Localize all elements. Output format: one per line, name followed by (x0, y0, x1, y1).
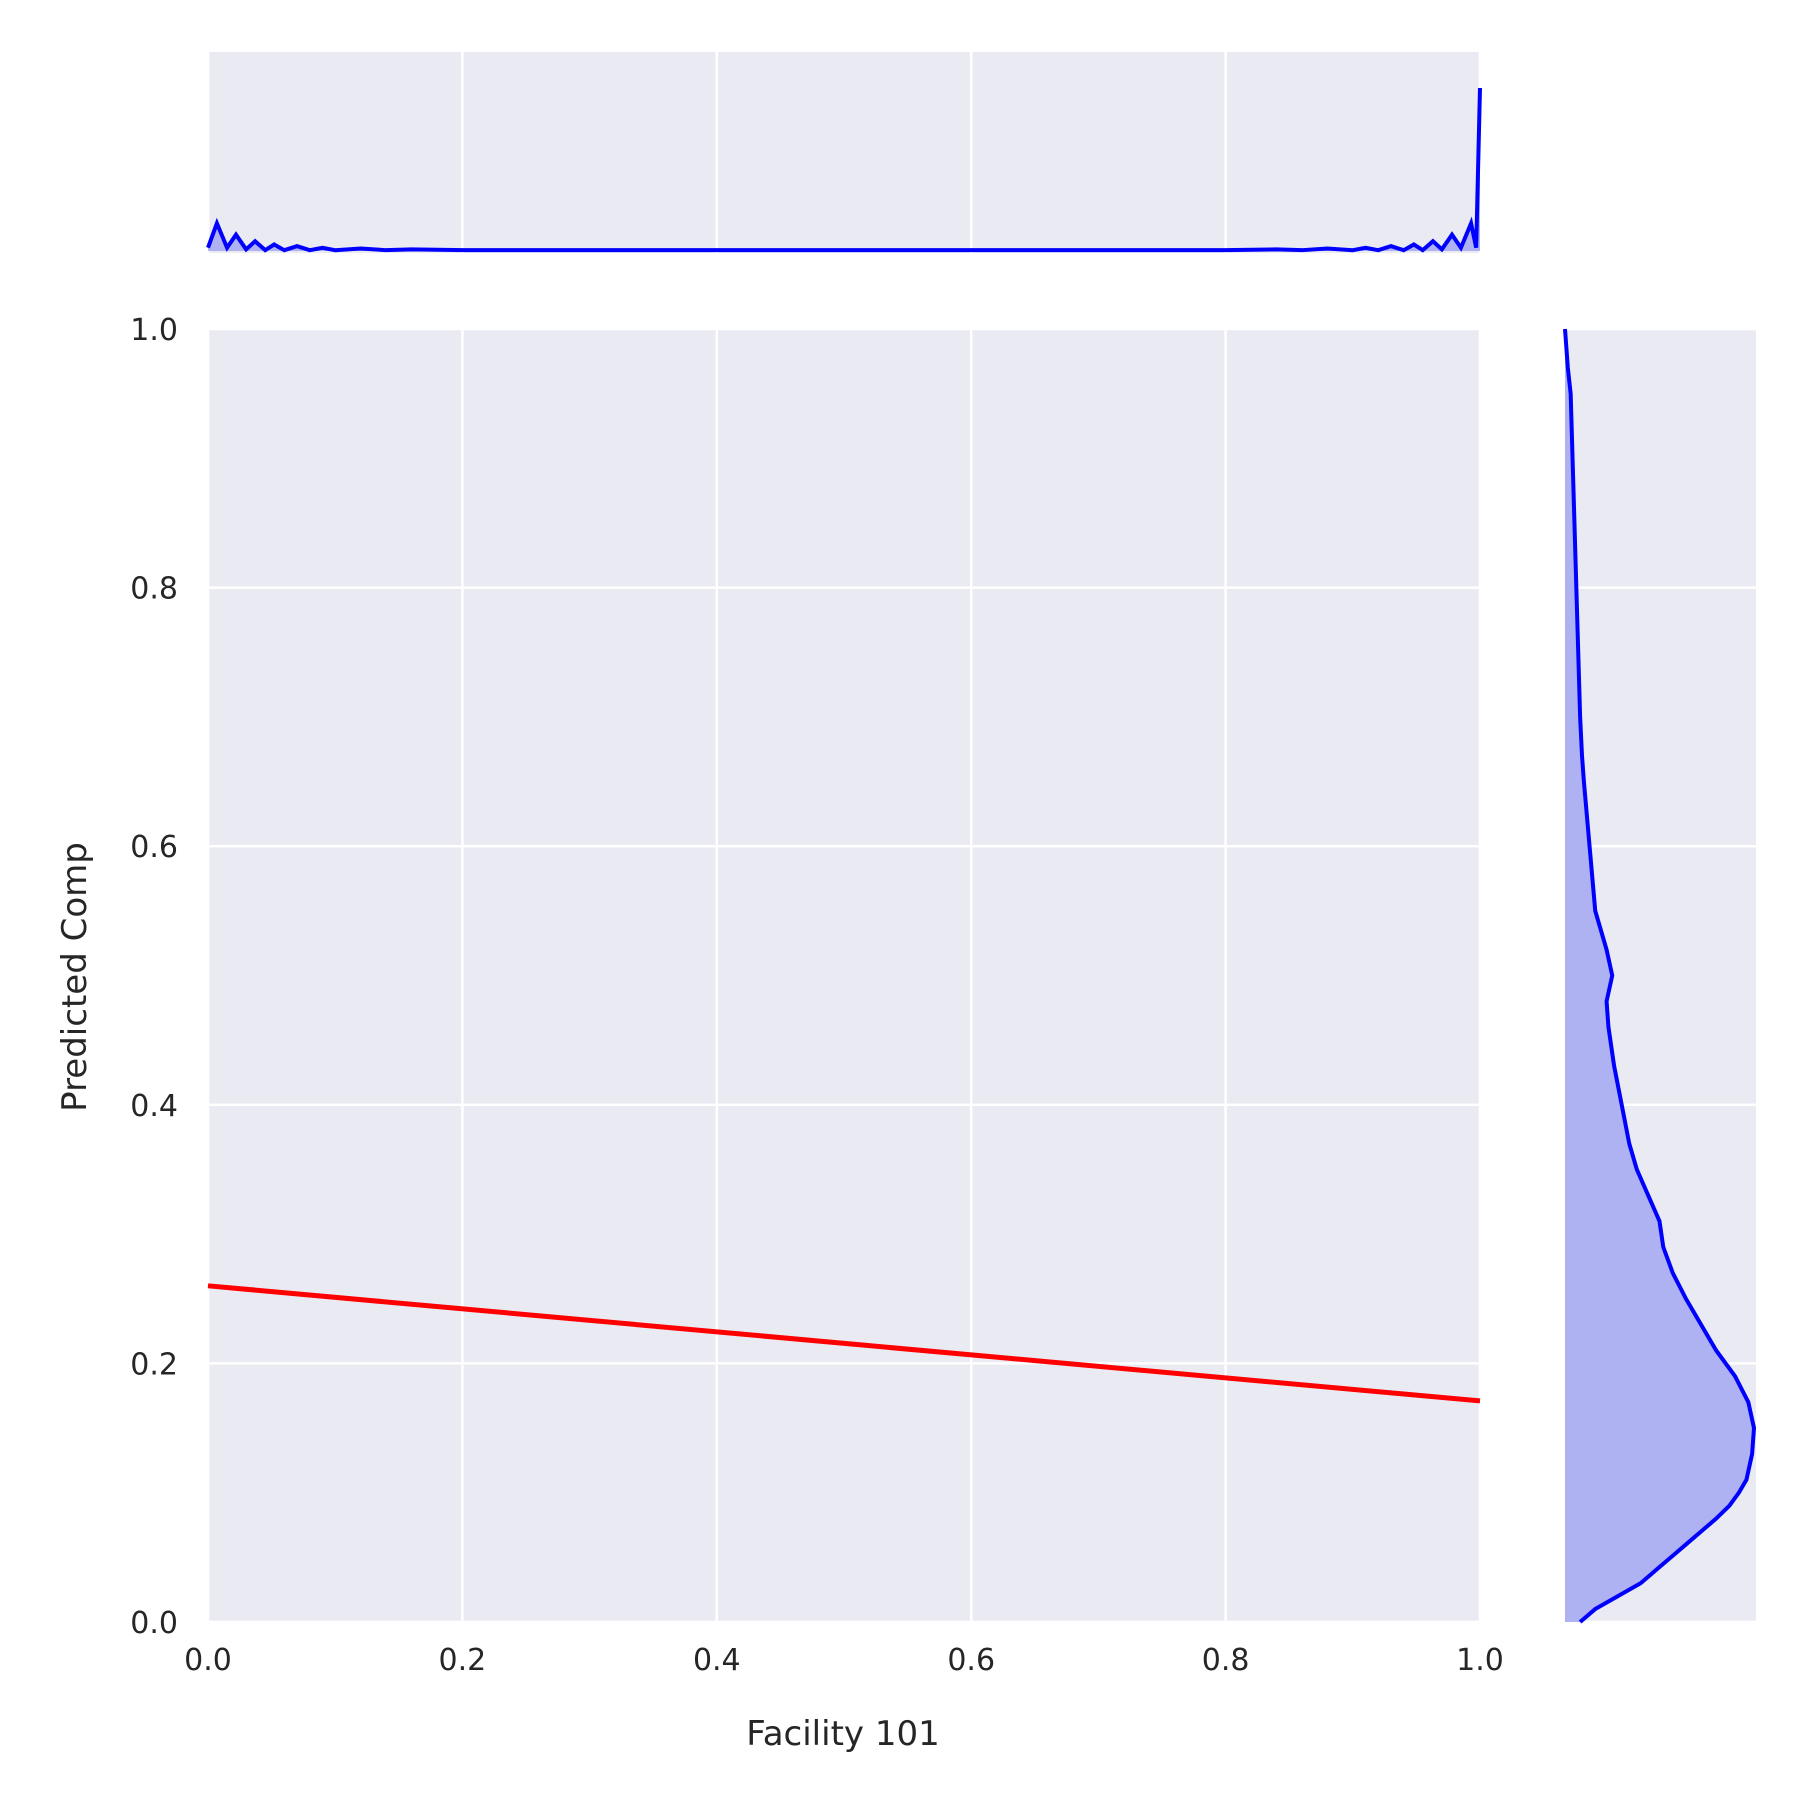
right-marginal-kde-line (1563, 328, 1757, 1624)
x-tick-label: 1.0 (1456, 1643, 1504, 1678)
right-marginal-plot (1563, 327, 1757, 1624)
top-marginal-background (208, 52, 1480, 253)
x-tick-label: 0.2 (439, 1643, 487, 1678)
y-tick-label: 0.8 (130, 572, 178, 607)
top-marginal-kde-line (206, 87, 1482, 253)
y-tick-label: 0.2 (130, 1347, 178, 1382)
y-tick-label: 0.0 (130, 1606, 178, 1641)
main-plot-background (208, 329, 1480, 1622)
x-tick-label: 0.0 (184, 1643, 232, 1678)
x-tick-label: 0.4 (693, 1643, 741, 1678)
x-axis-label: Facility 101 (746, 1714, 939, 1754)
y-tick-label: 0.6 (130, 830, 178, 865)
y-tick-label: 1.0 (130, 313, 178, 348)
regression-line (207, 1283, 1481, 1404)
x-tick-label: 0.8 (1202, 1643, 1250, 1678)
y-tick-label: 0.4 (130, 1089, 178, 1124)
top-marginal-plot (206, 52, 1482, 253)
y-axis-label: Predicted Comp (55, 842, 95, 1112)
main-plot: 0.0 0.2 0.4 0.6 0.8 1.0 0.0 0.2 0.4 0.6 0.8 1.0 (130, 313, 1504, 1678)
x-tick-label: 0.6 (947, 1643, 995, 1678)
right-marginal-kde-fill (1565, 329, 1754, 1622)
